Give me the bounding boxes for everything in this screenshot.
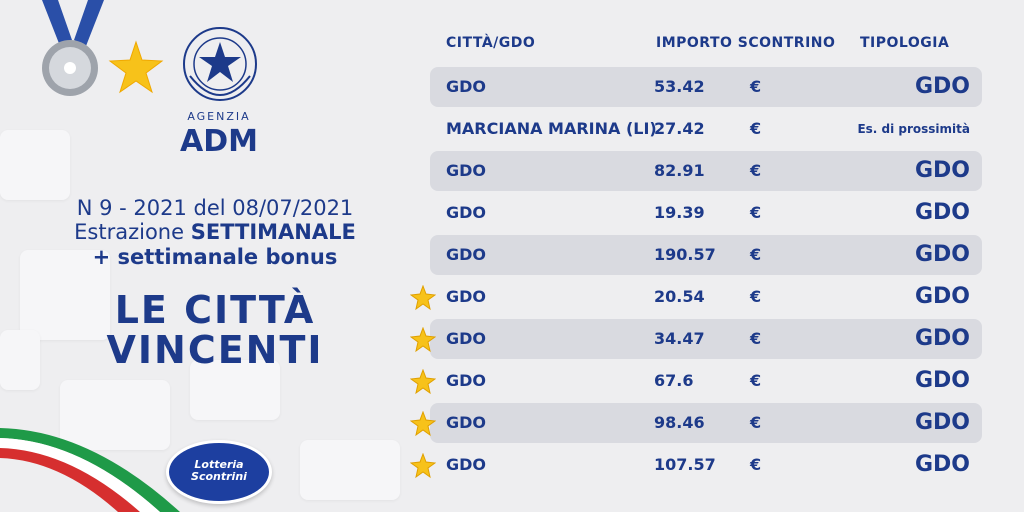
star-icon bbox=[410, 411, 436, 437]
background-tile bbox=[0, 130, 70, 200]
row-type: GDO bbox=[914, 452, 970, 477]
row-amount: 190.57 bbox=[654, 245, 716, 264]
row-city: GDO bbox=[446, 245, 487, 264]
flag-ribbon bbox=[0, 428, 180, 512]
emblem-icon bbox=[183, 27, 257, 101]
row-city: GDO bbox=[446, 455, 487, 474]
page-title: LE CITTÀ VINCENTI bbox=[40, 290, 390, 370]
table-row: GDO 19.39 € GDO bbox=[430, 193, 982, 233]
table-row: GDO 67.6 € GDO bbox=[410, 361, 982, 401]
row-city: GDO bbox=[446, 329, 487, 348]
row-city: GDO bbox=[446, 413, 487, 432]
background-tile bbox=[190, 360, 280, 420]
star-icon bbox=[410, 327, 436, 353]
row-city: MARCIANA MARINA (LI) bbox=[446, 119, 657, 138]
header-type: TIPOLOGIA bbox=[860, 35, 950, 51]
extraction-date: N 9 - 2021 del 08/07/2021 bbox=[76, 196, 354, 220]
row-type: GDO bbox=[914, 368, 970, 393]
background-tile bbox=[60, 380, 170, 450]
row-currency: € bbox=[750, 203, 762, 222]
row-currency: € bbox=[750, 329, 762, 348]
medal-icon bbox=[42, 0, 104, 96]
row-city: GDO bbox=[446, 287, 487, 306]
row-city: GDO bbox=[446, 77, 487, 96]
table-row: GDO 20.54 € GDO bbox=[410, 277, 982, 317]
row-amount: 107.57 bbox=[654, 455, 716, 474]
row-amount: 53.42 bbox=[654, 77, 705, 96]
row-type: GDO bbox=[914, 326, 970, 351]
row-type: Es. di prossimità bbox=[857, 122, 970, 136]
row-currency: € bbox=[750, 455, 762, 474]
star-icon bbox=[410, 369, 436, 395]
extraction-info: N 9 - 2021 del 08/07/2021 Estrazione SET… bbox=[40, 196, 390, 270]
row-type: GDO bbox=[914, 410, 970, 435]
row-currency: € bbox=[750, 161, 762, 180]
row-currency: € bbox=[750, 119, 762, 138]
row-currency: € bbox=[750, 371, 762, 390]
row-type: GDO bbox=[914, 284, 970, 309]
title-line-2: VINCENTI bbox=[106, 328, 324, 372]
row-type: GDO bbox=[914, 158, 970, 183]
row-currency: € bbox=[750, 287, 762, 306]
header-amount: IMPORTO SCONTRINO bbox=[656, 35, 836, 51]
extraction-type: Estrazione SETTIMANALE bbox=[40, 220, 390, 244]
table-row: MARCIANA MARINA (LI) 27.42 € Es. di prossim… bbox=[430, 109, 982, 149]
row-amount: 98.46 bbox=[654, 413, 705, 432]
left-panel: AGENZIA ADM N 9 - 2021 del 08/07/2021 Es… bbox=[0, 0, 420, 512]
table-row: GDO 53.42 € GDO bbox=[430, 67, 982, 107]
row-city: GDO bbox=[446, 203, 487, 222]
row-currency: € bbox=[750, 77, 762, 96]
table-row: GDO 34.47 € GDO bbox=[410, 319, 982, 359]
table-row: GDO 107.57 € GDO bbox=[410, 445, 982, 485]
extraction-type-bold: SETTIMANALE bbox=[190, 220, 356, 244]
background-tile bbox=[300, 440, 400, 500]
agency-label: AGENZIA bbox=[187, 110, 251, 123]
row-amount: 27.42 bbox=[654, 119, 705, 138]
row-currency: € bbox=[750, 245, 762, 264]
row-city: GDO bbox=[446, 371, 487, 390]
lotteria-line-1: Lotteria bbox=[194, 458, 244, 471]
header-city: CITTÀ/GDO bbox=[446, 35, 536, 51]
star-icon bbox=[410, 285, 436, 311]
star-icon bbox=[108, 40, 164, 94]
lotteria-logo: Lotteria Scontrini bbox=[166, 440, 272, 504]
row-amount: 19.39 bbox=[654, 203, 705, 222]
lotteria-line-2: Scontrini bbox=[191, 470, 247, 483]
row-amount: 20.54 bbox=[654, 287, 705, 306]
row-amount: 67.6 bbox=[654, 371, 694, 390]
row-currency: € bbox=[750, 413, 762, 432]
star-icon bbox=[410, 453, 436, 479]
row-amount: 34.47 bbox=[654, 329, 705, 348]
background-tile bbox=[0, 330, 40, 390]
row-type: GDO bbox=[914, 242, 970, 267]
row-type: GDO bbox=[914, 74, 970, 99]
row-type: GDO bbox=[914, 200, 970, 225]
row-amount: 82.91 bbox=[654, 161, 705, 180]
row-city: GDO bbox=[446, 161, 487, 180]
title-line-1: LE CITTÀ bbox=[114, 288, 316, 332]
adm-logo-text: ADM bbox=[180, 124, 258, 159]
extraction-bonus: + settimanale bonus bbox=[92, 245, 338, 269]
table-row: GDO 190.57 € GDO bbox=[430, 235, 982, 275]
background-tile bbox=[20, 250, 110, 340]
table-row: GDO 98.46 € GDO bbox=[410, 403, 982, 443]
extraction-type-prefix: Estrazione bbox=[74, 220, 191, 244]
table-row: GDO 82.91 € GDO bbox=[430, 151, 982, 191]
